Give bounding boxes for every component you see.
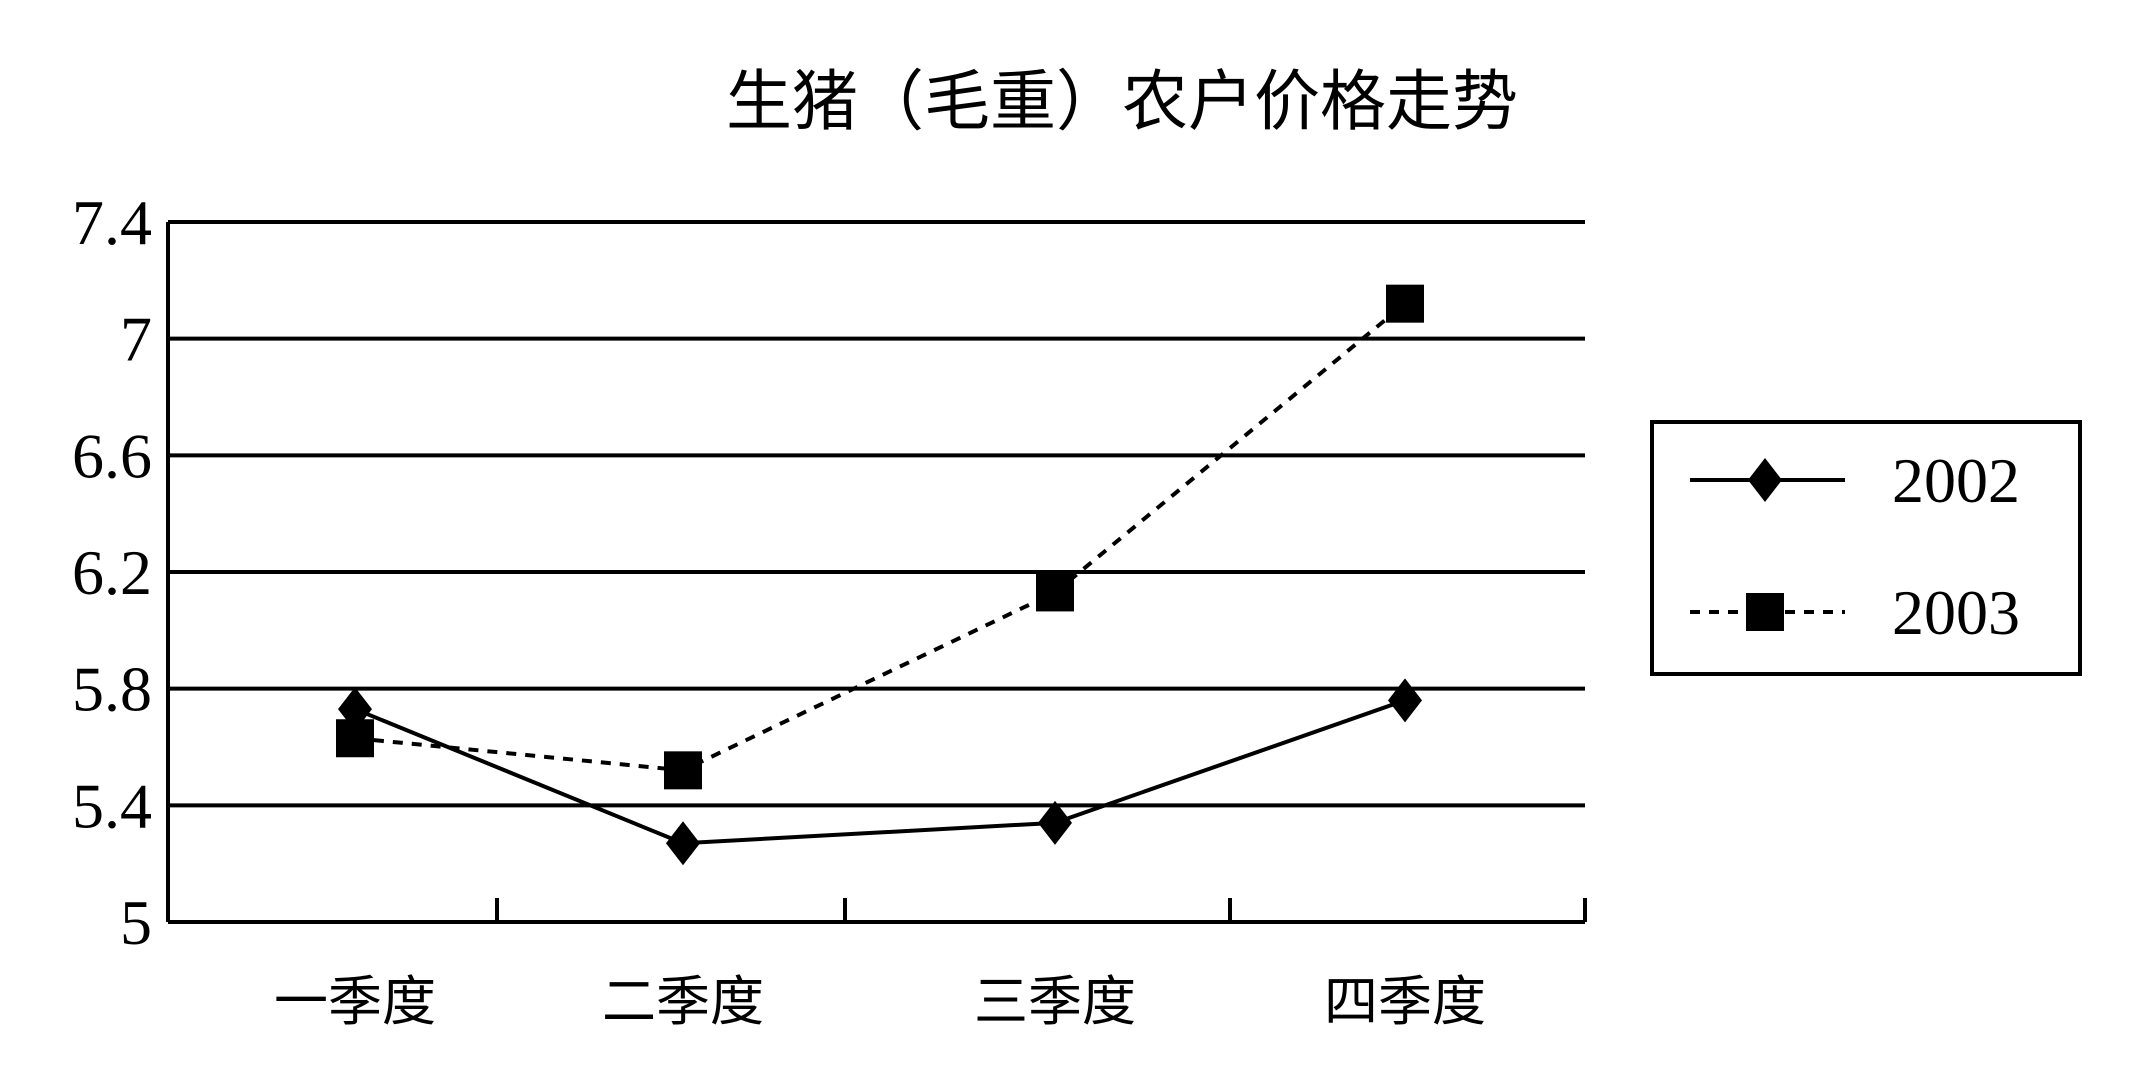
data-point-2003 — [1386, 284, 1424, 323]
gridlines — [168, 220, 1585, 808]
series-group — [336, 284, 1424, 866]
y-axis-ticks: 5 5.4 5.8 6.2 6.6 7 7.4 — [72, 187, 152, 958]
y-tick-label: 5.4 — [72, 770, 152, 841]
y-tick-label: 6.2 — [72, 537, 152, 608]
series-2003 — [336, 284, 1424, 790]
legend-item-2003: 2003 — [1690, 577, 2020, 648]
y-tick-label: 6.6 — [72, 420, 152, 491]
series-2002 — [338, 678, 1422, 866]
legend-marker-2003 — [1746, 593, 1784, 631]
x-tick-label: 三季度 — [974, 970, 1136, 1033]
axes — [166, 222, 1587, 924]
chart-title: 生猪（毛重）农户价格走势 — [726, 63, 1518, 140]
data-point-2002 — [1388, 678, 1422, 723]
series-line-2002 — [354, 698, 1406, 846]
y-tick-label: 7.4 — [72, 187, 152, 258]
x-tick-label: 二季度 — [602, 970, 764, 1033]
y-tick-label: 7 — [120, 304, 152, 375]
data-point-2003 — [1036, 573, 1074, 612]
legend: 2002 2003 — [1650, 420, 2082, 676]
legend-label: 2002 — [1892, 445, 2020, 516]
data-point-2003 — [664, 751, 702, 790]
x-tick-label: 四季度 — [1324, 970, 1486, 1033]
legend-item-2002: 2002 — [1690, 445, 2020, 516]
data-point-2002 — [1038, 800, 1072, 845]
y-tick-label: 5.8 — [72, 654, 152, 725]
legend-label: 2003 — [1892, 577, 2020, 648]
x-tick-label: 一季度 — [274, 970, 436, 1033]
y-tick-label: 5 — [120, 887, 152, 958]
legend-marker-2002 — [1748, 458, 1782, 502]
data-point-2003 — [336, 719, 374, 758]
series-line-2003 — [354, 302, 1407, 773]
legend-box — [1650, 420, 2082, 676]
data-point-2002 — [666, 821, 700, 866]
x-axis-ticks: 一季度 二季度 三季度 四季度 — [274, 970, 1486, 1033]
